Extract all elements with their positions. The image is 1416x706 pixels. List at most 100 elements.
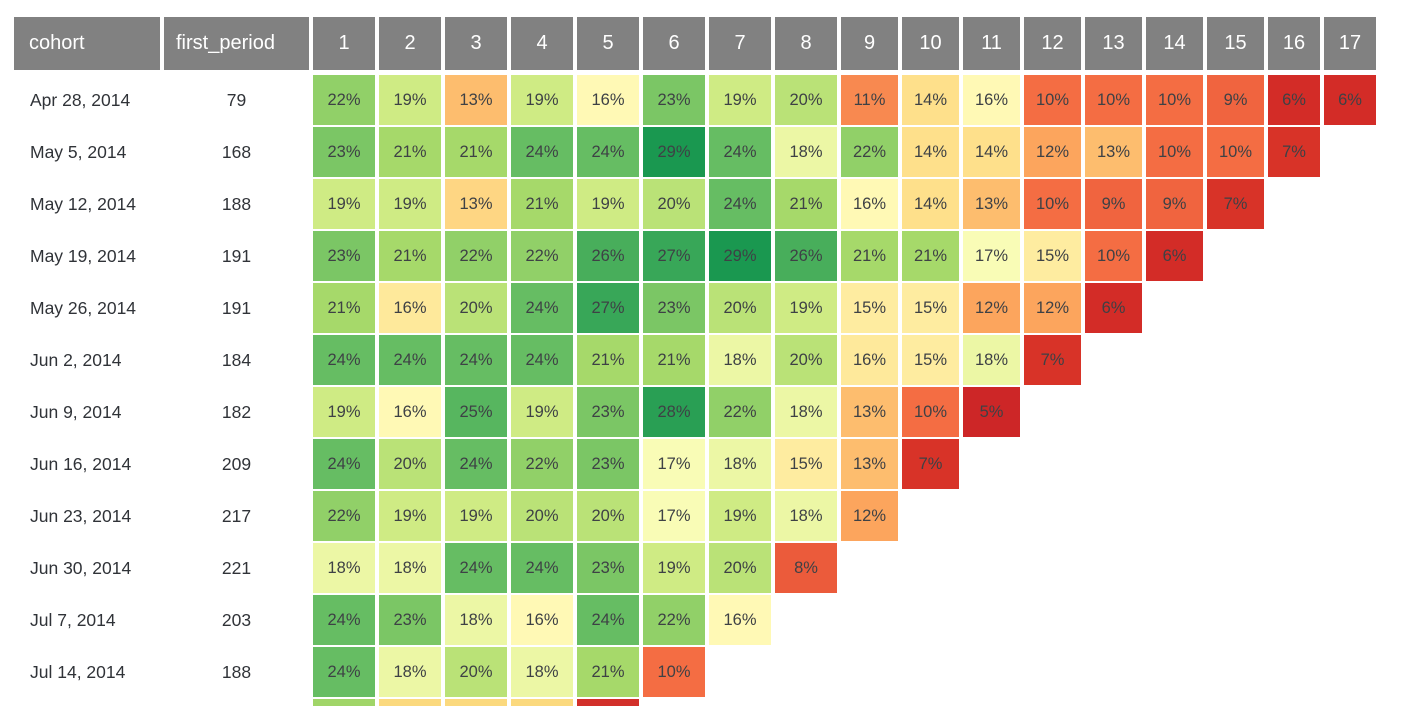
- heatmap-cell: 12%: [1024, 127, 1081, 177]
- cohort-date-cell: Jun 23, 2014: [30, 505, 132, 526]
- heatmap-cell: 10%: [1024, 179, 1081, 229]
- heatmap-cell: 6%: [1268, 75, 1320, 125]
- column-header-8: 8: [775, 17, 837, 70]
- empty-cell: [1207, 335, 1264, 385]
- heatmap-cell: 19%: [709, 491, 771, 541]
- column-header-2: 2: [379, 17, 441, 70]
- column-header-16: 16: [1268, 17, 1320, 70]
- heatmap-cell: 20%: [577, 491, 639, 541]
- column-header-cohort: cohort: [14, 17, 160, 70]
- empty-cell: [1268, 543, 1320, 593]
- heatmap-cell: 27%: [577, 283, 639, 333]
- empty-cell: [775, 595, 837, 645]
- heatmap-cell: 15%: [902, 283, 959, 333]
- heatmap-cell: 21%: [445, 127, 507, 177]
- empty-cell: [1268, 387, 1320, 437]
- empty-cell: [841, 595, 898, 645]
- empty-cell: [1268, 595, 1320, 645]
- empty-cell: [1146, 387, 1203, 437]
- heatmap-cell: 24%: [511, 543, 573, 593]
- heatmap-cell: 19%: [643, 543, 705, 593]
- heatmap-cell: 13%: [963, 179, 1020, 229]
- empty-cell: [1024, 647, 1081, 697]
- empty-cell: [1324, 231, 1376, 281]
- heatmap-cell: 6%: [1146, 231, 1203, 281]
- cohort-date-cell: May 12, 2014: [30, 193, 137, 214]
- column-header-9: 9: [841, 17, 898, 70]
- heatmap-cell-partial: [313, 699, 375, 706]
- empty-cell: [1024, 699, 1081, 706]
- column-header-4: 4: [511, 17, 573, 70]
- empty-cell: [1324, 595, 1376, 645]
- first-period-cell: 203: [221, 609, 252, 630]
- heatmap-cell: 19%: [313, 387, 375, 437]
- heatmap-cell: 6%: [1085, 283, 1142, 333]
- empty-cell: [164, 699, 309, 706]
- heatmap-cell: 16%: [709, 595, 771, 645]
- heatmap-cell: 24%: [313, 595, 375, 645]
- heatmap-cell: 22%: [643, 595, 705, 645]
- heatmap-cell: 24%: [445, 439, 507, 489]
- column-header-11: 11: [963, 17, 1020, 70]
- first-period-cell: 221: [221, 557, 252, 578]
- empty-cell: [1324, 543, 1376, 593]
- empty-cell: [963, 543, 1020, 593]
- table-body: Apr 28, 2014 79 22% 19% 13% 19% 16% 23% 19% 20% 11…: [14, 75, 1416, 706]
- cohort-date-cell: May 26, 2014: [30, 297, 137, 318]
- empty-cell: [1207, 283, 1264, 333]
- heatmap-cell: 21%: [577, 335, 639, 385]
- heatmap-cell: 24%: [577, 127, 639, 177]
- empty-cell: [1024, 491, 1081, 541]
- heatmap-cell: 23%: [577, 543, 639, 593]
- heatmap-cell: 24%: [511, 283, 573, 333]
- empty-cell: [963, 439, 1020, 489]
- empty-cell: [902, 595, 959, 645]
- table-header-row: cohort first_period 1 2 3 4 5 6 7 8 9 10 11 12 13 14 15 1…: [14, 17, 1416, 70]
- empty-cell: [963, 699, 1020, 706]
- heatmap-cell: 20%: [445, 647, 507, 697]
- heatmap-cell: 19%: [577, 179, 639, 229]
- column-header-13: 13: [1085, 17, 1142, 70]
- empty-cell: [1324, 699, 1376, 706]
- heatmap-cell: 12%: [963, 283, 1020, 333]
- empty-cell: [1085, 595, 1142, 645]
- heatmap-cell: 10%: [1024, 75, 1081, 125]
- heatmap-cell: 9%: [1085, 179, 1142, 229]
- heatmap-cell: 29%: [709, 231, 771, 281]
- empty-cell: [1268, 699, 1320, 706]
- empty-cell: [902, 699, 959, 706]
- empty-cell: [1207, 543, 1264, 593]
- cohort-date-cell: Jun 2, 2014: [30, 349, 122, 370]
- heatmap-cell: 22%: [841, 127, 898, 177]
- empty-cell: [1207, 439, 1264, 489]
- heatmap-cell: 10%: [902, 387, 959, 437]
- heatmap-cell: 11%: [841, 75, 898, 125]
- heatmap-cell: 28%: [643, 387, 705, 437]
- cohort-date-cell: Jun 16, 2014: [30, 453, 132, 474]
- heatmap-cell: 20%: [643, 179, 705, 229]
- heatmap-cell: 24%: [709, 179, 771, 229]
- heatmap-cell: 23%: [643, 75, 705, 125]
- empty-cell: [1324, 127, 1376, 177]
- heatmap-cell: 18%: [379, 543, 441, 593]
- heatmap-cell: 24%: [313, 335, 375, 385]
- empty-cell: [14, 699, 160, 706]
- heatmap-cell: 19%: [379, 75, 441, 125]
- heatmap-cell: 21%: [775, 179, 837, 229]
- heatmap-cell: 21%: [643, 335, 705, 385]
- empty-cell: [1024, 595, 1081, 645]
- heatmap-cell: 18%: [775, 491, 837, 541]
- empty-cell: [1268, 283, 1320, 333]
- empty-cell: [775, 647, 837, 697]
- cohort-date-cell: Jul 7, 2014: [30, 609, 116, 630]
- heatmap-cell: 10%: [1207, 127, 1264, 177]
- heatmap-cell: 17%: [643, 439, 705, 489]
- empty-cell: [1268, 647, 1320, 697]
- heatmap-cell: 18%: [709, 439, 771, 489]
- heatmap-cell: 24%: [313, 439, 375, 489]
- heatmap-cell: 21%: [379, 231, 441, 281]
- heatmap-cell: 24%: [445, 335, 507, 385]
- empty-cell: [1324, 647, 1376, 697]
- empty-cell: [1085, 647, 1142, 697]
